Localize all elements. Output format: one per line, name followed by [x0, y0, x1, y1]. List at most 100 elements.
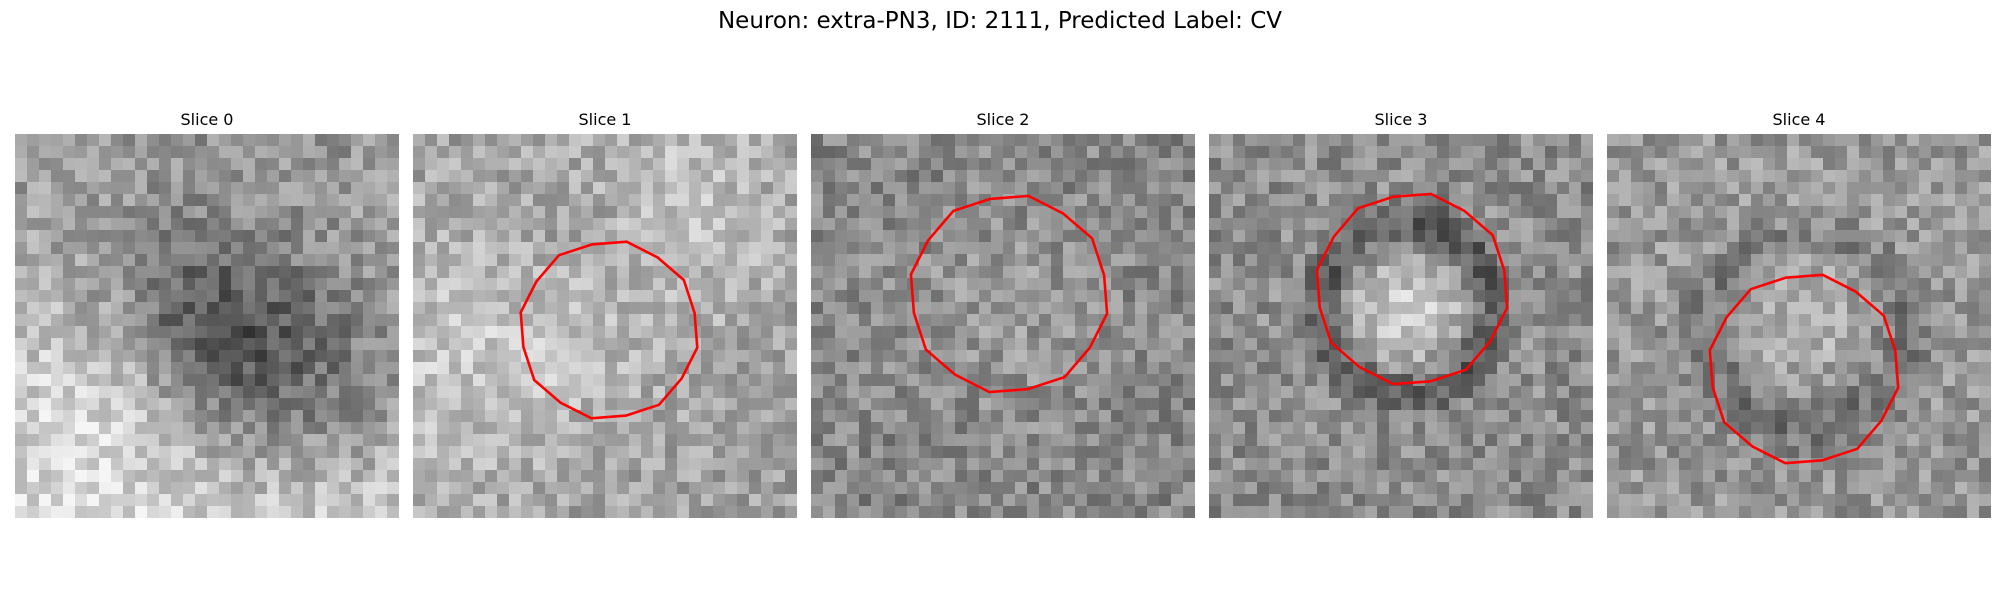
- pixel: [1509, 494, 1522, 507]
- pixel: [725, 278, 738, 291]
- pixel: [617, 314, 630, 327]
- pixel: [835, 398, 848, 411]
- pixel: [1679, 182, 1692, 195]
- pixel: [641, 134, 654, 147]
- pixel: [1679, 158, 1692, 171]
- pixel: [279, 266, 292, 279]
- pixel: [665, 230, 678, 243]
- pixel: [943, 398, 956, 411]
- pixel: [823, 446, 836, 459]
- pixel: [1545, 434, 1558, 447]
- pixel: [413, 446, 426, 459]
- pixel: [955, 410, 968, 423]
- pixel: [1533, 398, 1546, 411]
- pixel: [1967, 314, 1980, 327]
- slice-panel-3: Slice 3: [1209, 110, 1593, 518]
- pixel: [1667, 410, 1680, 423]
- pixel: [1787, 194, 1800, 207]
- pixel: [15, 362, 28, 375]
- pixel: [665, 266, 678, 279]
- pixel: [1631, 242, 1644, 255]
- pixel: [1377, 182, 1390, 195]
- pixel: [123, 290, 136, 303]
- pixel: [1221, 434, 1234, 447]
- pixel: [207, 338, 220, 351]
- pixel: [823, 290, 836, 303]
- pixel: [1871, 278, 1884, 291]
- pixel: [641, 434, 654, 447]
- pixel: [413, 422, 426, 435]
- pixel: [1751, 194, 1764, 207]
- pixel: [617, 290, 630, 303]
- pixel: [1209, 422, 1222, 435]
- pixel: [569, 338, 582, 351]
- pixel: [1051, 302, 1064, 315]
- pixel: [1111, 158, 1124, 171]
- pixel: [919, 422, 932, 435]
- pixel: [1015, 218, 1028, 231]
- pixel: [1401, 158, 1414, 171]
- pixel: [1147, 410, 1160, 423]
- pixel: [15, 170, 28, 183]
- pixel: [1751, 182, 1764, 195]
- pixel: [1269, 410, 1282, 423]
- pixel: [1003, 350, 1016, 363]
- pixel: [1111, 302, 1124, 315]
- pixel: [99, 254, 112, 267]
- pixel: [159, 434, 172, 447]
- pixel: [243, 206, 256, 219]
- pixel: [267, 458, 280, 471]
- pixel: [1655, 218, 1668, 231]
- pixel: [1691, 194, 1704, 207]
- pixel: [99, 290, 112, 303]
- pixel: [1003, 278, 1016, 291]
- pixel: [653, 446, 666, 459]
- pixel: [1643, 362, 1656, 375]
- pixel: [1931, 134, 1944, 147]
- pixel: [749, 326, 762, 339]
- pixel: [87, 422, 100, 435]
- pixel: [931, 410, 944, 423]
- pixel: [1521, 194, 1534, 207]
- pixel: [1027, 158, 1040, 171]
- pixel: [351, 458, 364, 471]
- pixel: [785, 470, 797, 483]
- pixel: [1835, 458, 1848, 471]
- pixel: [581, 386, 594, 399]
- pixel: [701, 134, 714, 147]
- pixel: [425, 290, 438, 303]
- pixel: [1221, 446, 1234, 459]
- pixel: [1027, 182, 1040, 195]
- pixel: [485, 170, 498, 183]
- pixel: [1293, 134, 1306, 147]
- pixel: [1147, 266, 1160, 279]
- pixel: [605, 230, 618, 243]
- pixel: [1955, 266, 1968, 279]
- pixel: [1015, 422, 1028, 435]
- pixel: [1269, 206, 1282, 219]
- pixel: [15, 350, 28, 363]
- pixel: [171, 374, 184, 387]
- pixel: [1425, 434, 1438, 447]
- pixel: [1461, 278, 1474, 291]
- pixel: [605, 470, 618, 483]
- pixel: [1931, 422, 1944, 435]
- pixel: [1317, 230, 1330, 243]
- pixel: [895, 314, 908, 327]
- pixel: [339, 158, 352, 171]
- pixel: [773, 230, 786, 243]
- pixel: [171, 506, 184, 518]
- pixel: [231, 326, 244, 339]
- pixel: [461, 194, 474, 207]
- pixel: [1293, 410, 1306, 423]
- pixel: [1751, 302, 1764, 315]
- pixel: [1485, 242, 1498, 255]
- pixel: [785, 398, 797, 411]
- pixel: [1847, 170, 1860, 183]
- pixel: [895, 458, 908, 471]
- pixel: [1533, 422, 1546, 435]
- pixel: [75, 218, 88, 231]
- pixel: [195, 134, 208, 147]
- pixel: [63, 350, 76, 363]
- pixel: [363, 326, 376, 339]
